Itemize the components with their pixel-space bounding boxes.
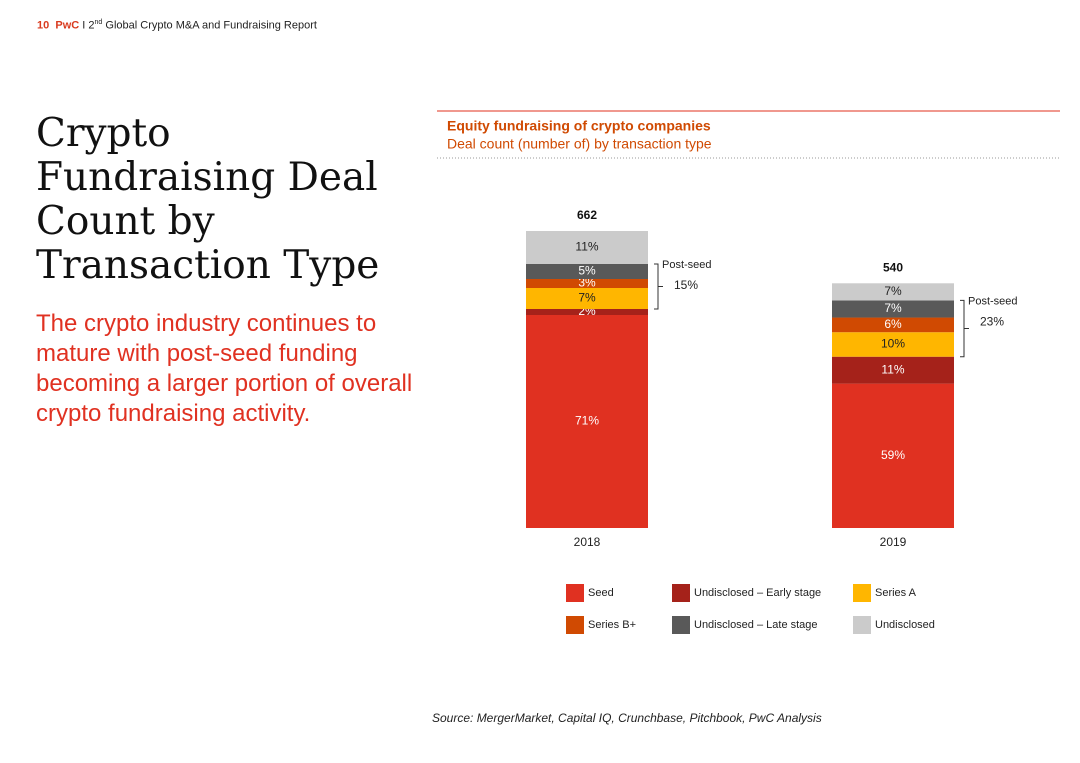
segment-label: 7% — [884, 284, 902, 298]
brand: PwC — [55, 19, 80, 32]
page-number: 10 — [37, 19, 50, 32]
legend-swatch — [566, 616, 584, 634]
body-text: The crypto industry continues to mature … — [36, 310, 413, 427]
bar-segment — [526, 288, 648, 309]
source: Source: MergerMarket, Capital IQ, Crunch… — [432, 711, 822, 725]
legend-swatch — [853, 616, 871, 634]
legend-label: Seed — [588, 587, 614, 599]
legend-swatch — [672, 616, 690, 634]
total-label: 662 — [577, 208, 597, 222]
annotation-value: 23% — [980, 315, 1004, 329]
legend-swatch — [672, 584, 690, 602]
legend-label: Undisclosed – Early stage — [694, 587, 821, 599]
annotation-label: Post-seed — [662, 259, 712, 271]
header: 10 PwC I 2nd Global Crypto M&A and Fundr… — [37, 19, 317, 32]
segment-label: 11% — [881, 362, 904, 376]
bar-segment — [526, 231, 648, 264]
legend-swatch — [566, 584, 584, 602]
bar-segment — [832, 356, 954, 384]
bar-segment — [832, 300, 954, 318]
edition-suffix: nd — [94, 19, 103, 26]
segment-label: 5% — [578, 264, 596, 278]
bar-segment — [832, 283, 954, 301]
segment-label: 59% — [881, 448, 905, 462]
chart-subtitle: Deal count (number of) by transaction ty… — [447, 136, 712, 152]
bar-segment — [526, 309, 648, 315]
annotation-value: 15% — [674, 278, 698, 292]
report-name: Global Crypto M&A and Fundraising Report — [105, 19, 317, 32]
chart-title: Equity fundraising of crypto companies — [447, 118, 711, 134]
annotation-label: Post-seed — [968, 295, 1018, 307]
legend-label: Undisclosed – Late stage — [694, 619, 818, 631]
bar-segment — [832, 332, 954, 357]
legend-label: Undisclosed — [875, 619, 935, 631]
separator: I — [82, 19, 86, 32]
segment-label: 7% — [578, 291, 596, 305]
bar-segment — [526, 279, 648, 288]
total-label: 540 — [883, 260, 903, 274]
edition: 2 — [88, 19, 95, 32]
bar-segment — [526, 315, 648, 528]
segment-label: 3% — [578, 276, 596, 290]
bracket — [960, 299, 969, 358]
bar-segment — [832, 383, 954, 528]
legend-label: Series B+ — [588, 619, 636, 631]
segment-label: 7% — [884, 301, 902, 315]
segment-label: 11% — [575, 240, 598, 254]
bracket — [654, 263, 663, 310]
x-tick-label: 2018 — [574, 535, 601, 549]
page-title: Crypto Fundraising Deal Count by Transac… — [36, 111, 380, 288]
segment-label: 10% — [881, 337, 905, 351]
segment-label: 71% — [575, 414, 599, 428]
segment-label: 6% — [884, 317, 902, 331]
bar-segment — [526, 264, 648, 279]
legend-swatch — [853, 584, 871, 602]
x-tick-label: 2019 — [880, 535, 907, 549]
legend-label: Series A — [875, 587, 917, 599]
bar-segment — [832, 317, 954, 333]
